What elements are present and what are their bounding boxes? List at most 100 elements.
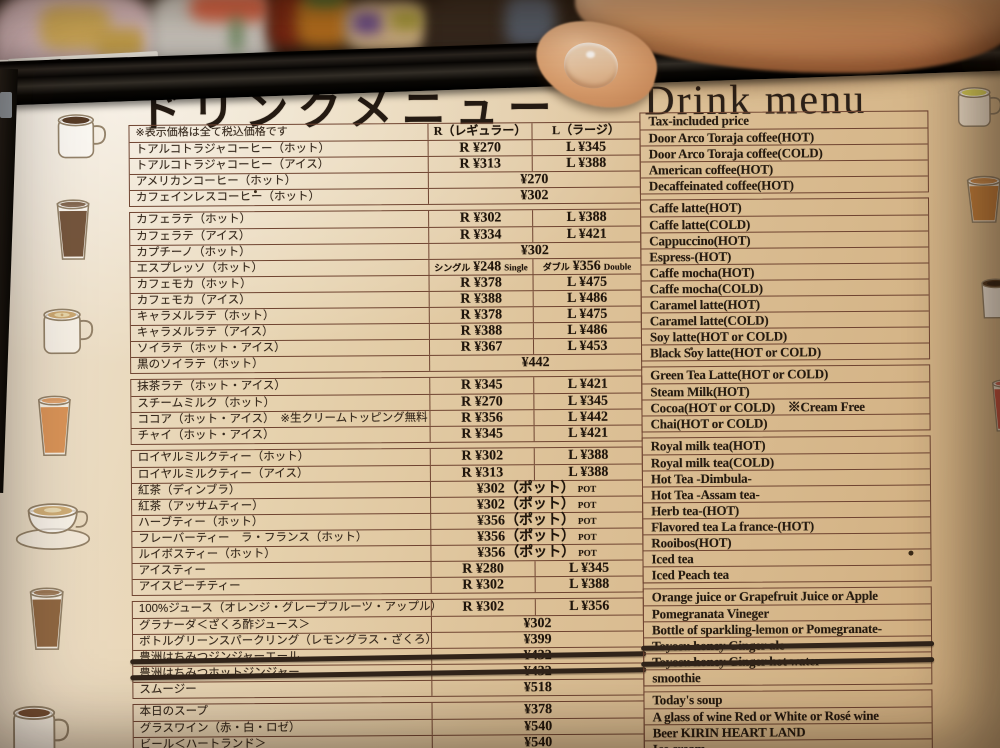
yellow-drink-mug-illustration	[948, 79, 1000, 135]
menu-item-english: Iced Peach tea	[643, 564, 931, 583]
menu-row: スムージー ¥518	[133, 678, 644, 699]
menu-sheet: ドリンクメニュー Drink menu ※表示価格は全て税込価格です R（レギュラ…	[0, 52, 1000, 748]
price-merged: ¥540	[431, 734, 644, 748]
menu-item-name: ビール＜ハートランド＞	[139, 738, 267, 748]
price-merged: ¥399	[431, 631, 644, 648]
price-regular: R ¥378	[428, 275, 533, 291]
iced-latte-glass-illustration	[16, 579, 79, 661]
price-large: L ¥388	[533, 447, 642, 465]
price-regular: R ¥388	[428, 291, 533, 307]
menu-item-english: Bottle of sparkling-lemon or Pomegranate…	[643, 619, 932, 638]
menu-item-english: American coffee(HOT)	[640, 159, 928, 178]
bottom-coffee-mug-illustration	[4, 695, 77, 748]
price-regular: R ¥334	[428, 227, 533, 243]
price-regular: R ¥302	[428, 210, 533, 227]
price-large: L ¥453	[532, 338, 642, 355]
menu-section-4: ロイヤルミルクティー（ホット） R ¥302 L ¥388 ロイヤルミルクティー（アイ…	[130, 435, 932, 597]
menu-item-english: Ice cream	[644, 738, 932, 748]
price-merged: ¥270	[427, 171, 640, 188]
yellow-label-blob	[390, 10, 424, 30]
price-large: L ¥421	[532, 226, 641, 243]
menu-item-english: Beer KIRIN HEART LAND	[644, 722, 932, 741]
menu-item-english: Orange juice or Grapefruit Juice or Appl…	[651, 587, 878, 605]
menu-section-3: 抹茶ラテ（ホット・アイス） R ¥345 L ¥421 スチームミルク（ホット） R ¥…	[130, 364, 931, 446]
price-regular: R ¥345	[429, 377, 534, 394]
menu-row: 黒のソイラテ（ホット） ¥442	[131, 353, 642, 374]
yellow-drink-glass-illustration	[991, 481, 1000, 543]
menu-item-english: Chai(HOT or COLD)	[642, 413, 930, 432]
price-regular: R ¥388	[428, 323, 533, 339]
price-regular: R ¥302	[429, 448, 534, 465]
price-large: L ¥475	[532, 306, 641, 323]
menu-item-english: Today's soup	[652, 691, 723, 708]
menu-section-6: 本日のスープ ¥378 グラスワイン（赤・白・ロゼ） ¥540 ビール＜ハートランド＞ ¥…	[132, 689, 933, 748]
price-large: L（ラージ）	[531, 122, 640, 140]
binder-clip	[0, 92, 12, 118]
price-regular: R ¥356	[429, 410, 534, 426]
menu-item-english: Decaffeinated coffee(HOT)	[640, 175, 928, 194]
price-large: L ¥388	[534, 576, 643, 593]
menu-row: カフェインレスコーヒー（ホット） ¥302	[129, 186, 641, 207]
orange-drink-cup-illustration	[955, 169, 1000, 231]
menu-section-5: 100%ジュース（オレンジ・グレープフルーツ・アップル） R ¥302 L ¥356…	[131, 586, 933, 700]
price-large: L ¥475	[532, 274, 641, 291]
red-drink-glass-illustration	[980, 371, 1000, 443]
iced-coffee-glass-illustration	[43, 193, 104, 269]
price-large: L ¥421	[533, 376, 642, 394]
menu-item-english: Door Arco Toraja coffee(COLD)	[640, 143, 928, 162]
menu-row: アイスピーチティー R ¥302 L ¥388	[132, 575, 643, 596]
menu-item-english: A glass of wine Red or White or Rosé win…	[644, 706, 932, 725]
price-regular: R ¥313	[427, 156, 532, 172]
menu-section-1: ※表示価格は全て税込価格です R（レギュラー） L（ラージ） トアルコトラジャコーヒー…	[128, 110, 929, 208]
price-merged: ¥442	[429, 354, 642, 371]
orange-box-blob	[296, 0, 351, 47]
price-regular: R ¥345	[429, 426, 534, 442]
menu-row: チャイ（ホット・アイス） R ¥345 L ¥421	[131, 424, 642, 445]
hot-coffee-mug-illustration	[50, 105, 112, 167]
price-large: L ¥388	[531, 155, 640, 172]
price-regular: R ¥367	[428, 339, 534, 355]
price-merged: ¥540	[431, 718, 644, 735]
menu-item-english: Caffe latte(HOT)	[648, 199, 742, 216]
menu-item-english: Black Soy latte(HOT or COLD)	[642, 342, 930, 361]
price-large: L ¥388	[532, 209, 641, 227]
cappuccino-cup-saucer-illustration	[11, 487, 105, 556]
price-large: L ¥486	[532, 322, 641, 339]
price-large: L ¥345	[534, 560, 643, 577]
price-large: L ¥356	[534, 598, 643, 616]
hand	[490, 0, 1000, 119]
menu-item-name: アイスピーチティー	[138, 580, 241, 593]
menu-item-english: Toyosu honey Ginger hot water	[644, 651, 932, 670]
price-merged: ¥432	[431, 647, 644, 664]
green-stick-blob	[232, 16, 241, 52]
menu-item-name: チャイ（ホット・アイス）	[137, 429, 275, 442]
menu-item-english: Door Arco Toraja coffee(HOT)	[640, 127, 928, 146]
price-regular: R ¥280	[430, 561, 535, 577]
orange-swirl-blob	[190, 0, 270, 22]
price-merged: ¥432	[431, 663, 644, 680]
menu-item-name: スムージー	[139, 683, 197, 696]
price-regular: R ¥270	[427, 140, 532, 156]
price-merged: ¥518	[431, 679, 644, 696]
menu-table: ※表示価格は全て税込価格です R（レギュラー） L（ラージ） トアルコトラジャコーヒー…	[128, 110, 933, 748]
price-large: L ¥486	[532, 290, 641, 307]
menu-row: ビール＜ハートランド＞ ¥540	[133, 733, 644, 748]
menu-item-english: smoothie	[644, 667, 932, 686]
menu-item-english: Tax-included price	[648, 112, 749, 129]
price-large: L ¥345	[531, 139, 640, 156]
price-regular: R ¥270	[429, 394, 534, 410]
thumb-nail-highlight	[586, 51, 595, 58]
price-regular: R ¥302	[430, 577, 535, 593]
price-merged: ¥302	[428, 242, 641, 259]
price-large: L ¥442	[533, 409, 642, 426]
price-merged: ¥378	[431, 701, 644, 719]
green-top-blob	[305, 0, 345, 7]
purple-label-blob	[352, 12, 382, 34]
menu-item-name: カフェインレスコーヒー（ホット）	[135, 190, 321, 204]
price-large: L ¥388	[533, 464, 642, 481]
menu-section-2: カフェラテ（ホット） R ¥302 L ¥388 カフェラテ（アイス） R ¥334 L …	[129, 197, 931, 375]
menu-item-english: Toyosu honey Ginger ale	[644, 635, 932, 654]
price-regular: R ¥378	[428, 307, 533, 323]
menu-item-name: 黒のソイラテ（ホット）	[137, 358, 264, 371]
